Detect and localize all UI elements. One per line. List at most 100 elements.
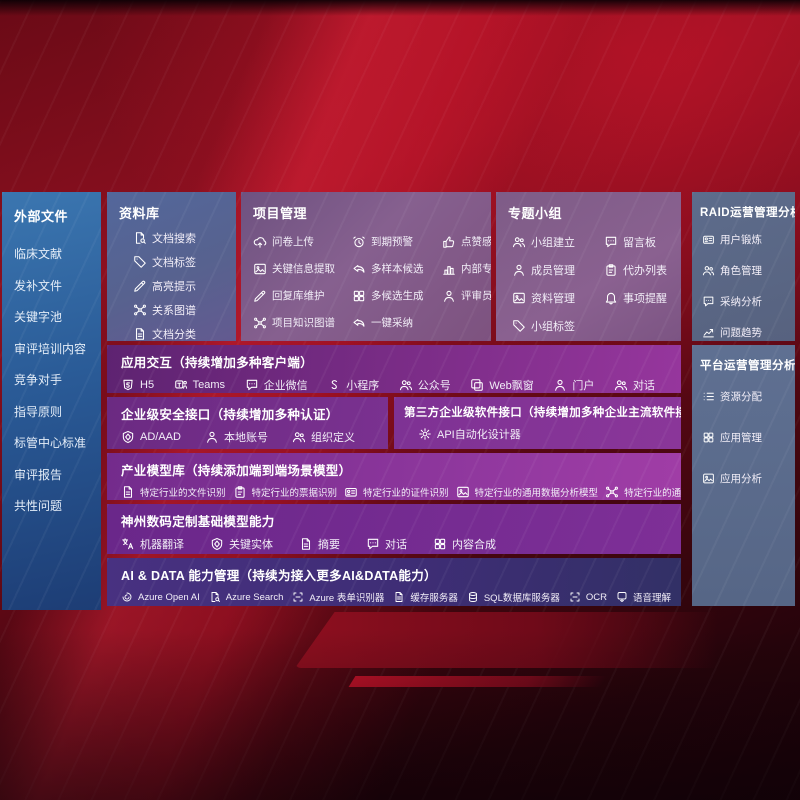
feature-item-label: 问题趋势 <box>720 327 762 339</box>
graph-icon <box>605 485 619 499</box>
feature-item: H5 <box>121 378 154 392</box>
doc-icon <box>393 591 405 603</box>
sidebar-item: 标管中心标准 <box>14 436 87 450</box>
feature-item-label: 特定行业的通用知识图谱模型 <box>624 488 681 499</box>
feature-item: 小程序 <box>327 377 379 393</box>
background-bottom-shade <box>0 630 800 800</box>
people-icon <box>512 235 526 249</box>
people-icon <box>702 264 715 277</box>
podium-icon <box>442 262 456 276</box>
grid-icon <box>433 537 447 551</box>
feature-item: 门户 <box>553 377 594 393</box>
platform-analysis-panel: 平台运营管理分析 资源分配 应用管理 应用分析 <box>692 345 795 606</box>
feature-item: SQL数据库服务器 <box>467 590 560 604</box>
cloud-upload-icon <box>253 235 267 249</box>
feature-item: 特定行业的文件识别 <box>121 485 226 499</box>
feature-item: 内部专家排名 <box>442 261 491 276</box>
feature-item-label: 多候选生成 <box>371 290 424 302</box>
special-group-items: 小组建立 留言板 成员管理 代办列表 资料管理 事项提醒 小组标签 <box>496 228 681 340</box>
doc-icon <box>299 537 313 551</box>
idcard-icon <box>702 233 715 246</box>
feature-item: 内容合成 <box>433 536 496 552</box>
people-icon <box>399 378 413 392</box>
feature-item: 回复库维护 <box>253 288 350 303</box>
feature-item-label: 特定行业的通用数据分析模型 <box>474 488 599 499</box>
chat-icon <box>702 295 715 308</box>
clipboard-icon <box>604 263 618 277</box>
brackets-icon <box>292 591 304 603</box>
feature-item: 问卷上传 <box>253 234 350 249</box>
feature-item: TTS <box>680 591 681 603</box>
feature-item: 项目知识图谱 <box>253 315 350 330</box>
row-title: 第三方企业级软件接口（持续增加多种企业主流软件接口） <box>404 407 681 419</box>
feature-item-label: OCR <box>585 591 607 603</box>
feature-item-label: 资源分配 <box>720 391 762 403</box>
image-icon <box>253 262 267 276</box>
feature-item-label: 本地账号 <box>223 432 268 444</box>
feature-item-label: Azure Open AI <box>138 591 200 603</box>
person-icon <box>205 430 219 444</box>
project-management-items: 问卷上传 到期预警 点赞感谢 关键信息提取 多样本候选 内部专家排名 回复库维护… <box>241 228 491 336</box>
feature-item-label: 公众号 <box>417 380 451 392</box>
feature-item: 缓存服务器 <box>393 590 458 604</box>
feature-item: 摘要 <box>299 536 340 552</box>
security-interface-row: 企业级安全接口（持续增加多种认证） AD/AAD 本地账号 组织定义 <box>107 397 388 449</box>
feature-item: 小组建立 <box>512 234 604 250</box>
pen-icon <box>133 279 147 293</box>
feature-item-label: 问卷上传 <box>272 236 314 248</box>
feature-item: 到期预警 <box>352 234 440 249</box>
image-icon <box>456 485 470 499</box>
people-icon <box>292 430 306 444</box>
chat-icon <box>245 378 259 392</box>
feature-item: 关系图谱 <box>133 302 236 318</box>
raid-analysis-items: 用户锻炼 角色管理 采纳分析 问题趋势 <box>692 226 795 340</box>
person-icon <box>553 378 567 392</box>
feature-item-label: 组织定义 <box>310 432 355 444</box>
feature-item-label: 对话 <box>632 380 655 392</box>
feature-item: 文档搜索 <box>133 230 236 246</box>
feature-item: 应用管理 <box>702 430 795 445</box>
feature-item: 资源分配 <box>702 389 795 404</box>
trend-icon <box>702 326 715 339</box>
feature-item-label: 应用管理 <box>720 432 762 444</box>
feature-item-label: Web飘窗 <box>489 380 534 392</box>
doc-search-icon <box>209 591 221 603</box>
feature-item: 事项提醒 <box>604 290 677 306</box>
feature-item-label: Teams <box>192 379 226 391</box>
gear-icon <box>418 427 432 441</box>
clipboard-icon <box>233 485 247 499</box>
feature-item-label: 语音理解 <box>632 593 671 604</box>
feature-item-label: AD/AAD <box>140 431 181 443</box>
panel-title: 资料库 <box>119 206 160 221</box>
graph-icon <box>253 316 267 330</box>
sidebar-item: 审评报告 <box>14 467 63 482</box>
feature-item: Azure Search <box>209 591 283 603</box>
sidebar-item: 审评培训内容 <box>14 341 87 356</box>
feature-item: 高亮提示 <box>133 278 236 294</box>
feature-item: AD/AAD <box>121 430 181 444</box>
feature-item: 用户锻炼 <box>702 232 795 247</box>
feature-item-label: 特定行业的文件识别 <box>140 488 226 499</box>
teams-icon <box>174 378 188 392</box>
feature-item: 代办列表 <box>604 262 677 278</box>
translate-icon <box>121 537 135 551</box>
feature-item-label: 代办列表 <box>623 265 667 277</box>
feature-item-label: H5 <box>140 379 155 391</box>
doc-icon <box>121 485 135 499</box>
feature-item-label: 应用分析 <box>720 473 762 485</box>
panel-title: 专题小组 <box>508 206 563 221</box>
feature-item: Web飘窗 <box>470 377 534 393</box>
third-party-interface-row: 第三方企业级软件接口（持续增加多种企业主流软件接口） API自动化设计器 <box>394 397 681 449</box>
feature-item-label: 企业微信 <box>263 380 308 392</box>
feature-item: 文档分类 <box>133 326 236 341</box>
row-title: 企业级安全接口（持续增加多种认证） <box>121 408 339 422</box>
feature-item: 多样本候选 <box>352 261 440 276</box>
brackets-icon <box>569 591 581 603</box>
feature-item-label: 文档分类 <box>152 329 196 341</box>
feature-item-label: 内部专家排名 <box>461 263 491 275</box>
feature-item: 小组标签 <box>512 318 604 334</box>
feature-item: 关键实体 <box>210 536 273 552</box>
feature-item-label: Azure 表单识别器 <box>309 593 385 604</box>
feature-item-label: 关键实体 <box>229 539 273 551</box>
